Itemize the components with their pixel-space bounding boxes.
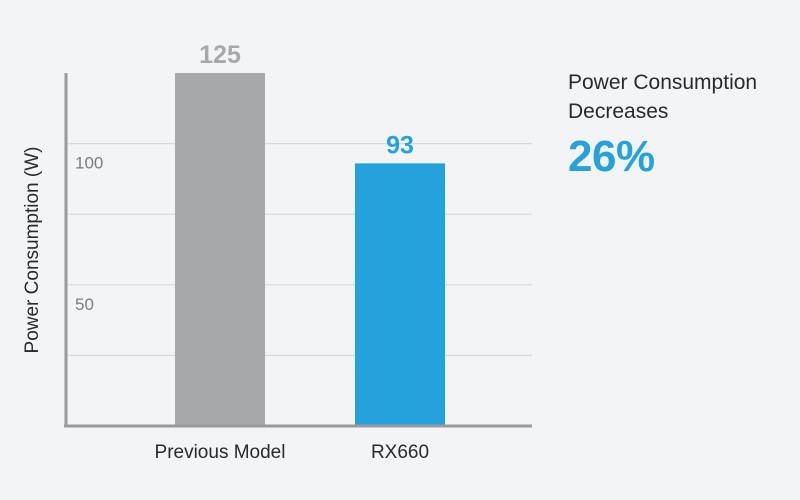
bar-value-labels: 125 93 (199, 41, 414, 159)
bar-value-label: 125 (199, 41, 241, 69)
x-category-label: RX660 (371, 442, 429, 463)
power-decrease-callout: Power Consumption Decreases 26% (568, 68, 800, 182)
bars (175, 73, 445, 427)
x-category-label: Previous Model (155, 442, 286, 463)
bar (175, 73, 265, 426)
y-tick-labels: 50 100 (75, 154, 103, 314)
callout-line2: Decreases (568, 100, 669, 123)
callout-line1: Power Consumption (568, 71, 758, 94)
y-tick-label: 100 (75, 154, 103, 173)
bar (355, 163, 445, 427)
x-category-labels: Previous Model RX660 (155, 442, 430, 463)
grid-lines (66, 143, 532, 356)
y-tick-label: 50 (75, 295, 94, 314)
y-axis-label: Power Consumption (W) (22, 147, 43, 354)
callout-percentage: 26% (568, 132, 655, 181)
bar-value-label: 93 (386, 131, 414, 159)
